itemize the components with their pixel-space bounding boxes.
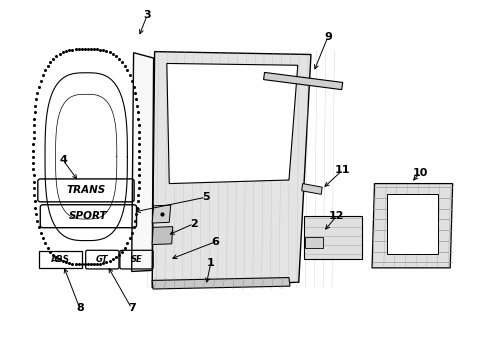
Text: 1: 1 bbox=[207, 258, 215, 268]
Text: GT: GT bbox=[96, 255, 109, 264]
Polygon shape bbox=[152, 51, 311, 288]
Text: 9: 9 bbox=[324, 32, 332, 41]
Text: 4: 4 bbox=[59, 155, 67, 165]
Text: 10: 10 bbox=[412, 168, 428, 178]
Text: 3: 3 bbox=[144, 10, 151, 20]
Polygon shape bbox=[387, 194, 438, 253]
Text: 2: 2 bbox=[190, 219, 197, 229]
Polygon shape bbox=[304, 216, 362, 259]
Polygon shape bbox=[302, 184, 322, 194]
Text: 5: 5 bbox=[202, 192, 210, 202]
Text: SPORT: SPORT bbox=[69, 211, 108, 221]
Text: 6: 6 bbox=[212, 237, 220, 247]
Polygon shape bbox=[167, 63, 298, 184]
Polygon shape bbox=[152, 205, 171, 223]
Text: 7: 7 bbox=[128, 303, 136, 314]
Text: ABS: ABS bbox=[51, 255, 70, 264]
Polygon shape bbox=[372, 184, 453, 268]
Text: SE: SE bbox=[131, 255, 143, 264]
Text: 8: 8 bbox=[76, 303, 84, 314]
Polygon shape bbox=[132, 53, 154, 271]
Polygon shape bbox=[305, 237, 323, 248]
Text: 12: 12 bbox=[329, 211, 344, 221]
Text: 11: 11 bbox=[335, 165, 350, 175]
Polygon shape bbox=[152, 278, 290, 289]
Text: TRANS: TRANS bbox=[66, 185, 105, 195]
Polygon shape bbox=[152, 226, 172, 244]
Polygon shape bbox=[264, 72, 343, 90]
